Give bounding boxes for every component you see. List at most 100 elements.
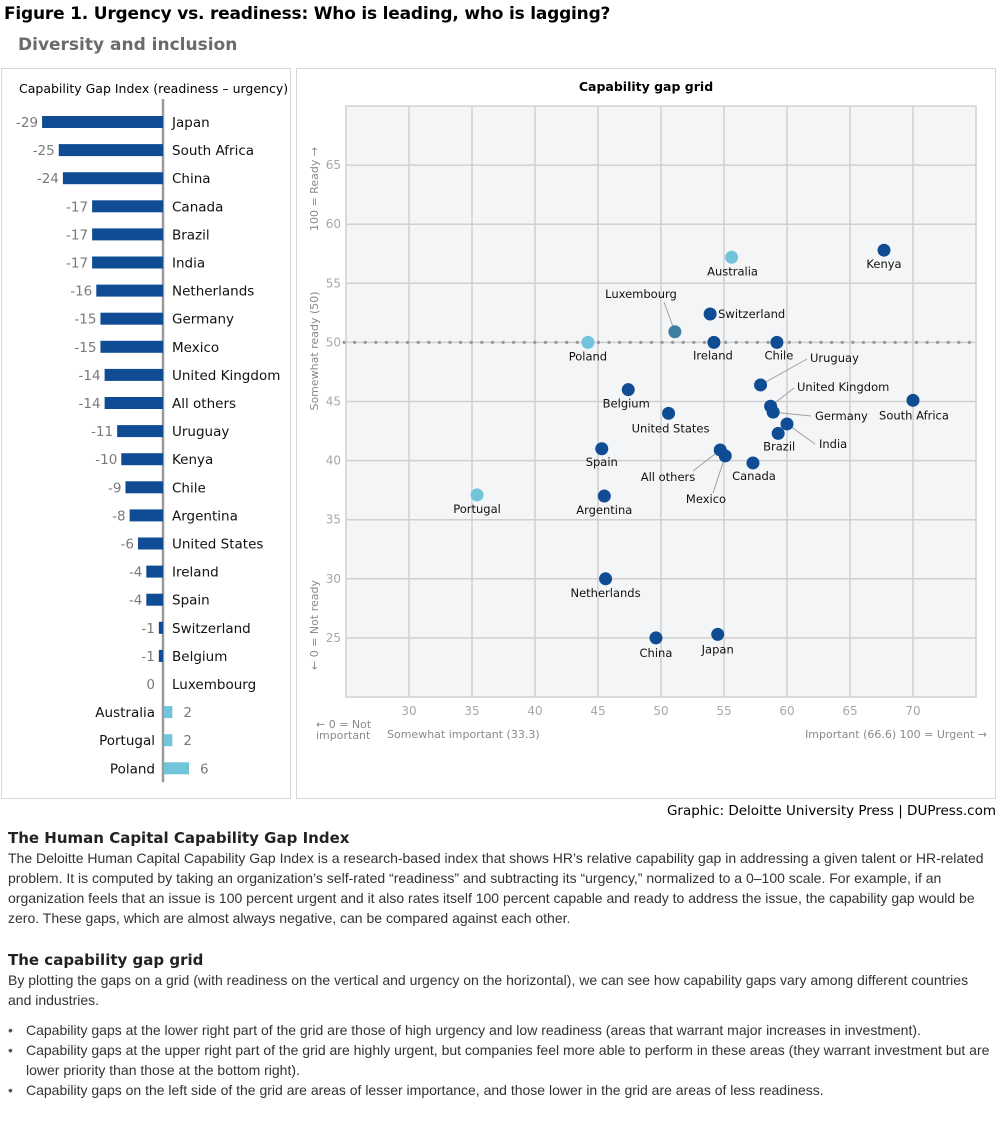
scatter-point-label: United Kingdom: [797, 380, 889, 394]
section-body: The Deloitte Human Capital Capability Ga…: [8, 850, 984, 926]
x-tick-label: 60: [779, 704, 794, 718]
bar: [96, 284, 163, 297]
bar: [58, 144, 163, 157]
bar-category-label: United Kingdom: [172, 368, 280, 384]
bullet-list: Capability gaps at the lower right part …: [8, 1020, 993, 1100]
scatter-point-group: Portugal: [453, 488, 501, 516]
scatter-point-label: Ireland: [693, 348, 733, 362]
bar-value-label: -15: [74, 312, 96, 328]
bar-value-label: -17: [66, 199, 88, 215]
x-axis-caption-right: Important (66.6) 100 = Urgent →: [805, 728, 987, 741]
x-tick-label: 55: [716, 704, 731, 718]
scatter-point-label: Portugal: [453, 502, 501, 516]
y-axis-caption-bottom: ← 0 = Not ready: [308, 580, 321, 670]
bar: [164, 706, 173, 719]
gap-index-explanation: The Human Capital Capability Gap Index T…: [8, 828, 993, 928]
scatter-point: [581, 335, 595, 349]
bar-category-label: India: [172, 256, 205, 272]
scatter-point-group: China: [640, 631, 672, 660]
bar-category-label: United States: [172, 537, 263, 553]
bar-value-label: -15: [74, 340, 96, 356]
scatter-point-group: Argentina: [576, 489, 632, 517]
bar-category-label: Germany: [172, 312, 234, 328]
bar-row: -6 United States: [121, 537, 264, 553]
scatter-point-label: Mexico: [686, 492, 726, 506]
bar: [121, 453, 163, 466]
bar: [164, 734, 173, 747]
scatter-point-label: Argentina: [576, 503, 632, 517]
scatter-point-label: Luxembourg: [605, 287, 677, 301]
section-heading: The Human Capital Capability Gap Index: [8, 829, 350, 847]
y-axis-caption-top: 100 = Ready →: [308, 147, 321, 231]
scatter-point-label: Switzerland: [718, 307, 785, 321]
bar: [104, 397, 163, 409]
bar-value-label: -17: [66, 256, 88, 272]
bar-row: -16 Netherlands: [70, 284, 254, 300]
x-axis-caption-mid: Somewhat important (33.3): [387, 728, 540, 741]
bar: [100, 312, 163, 325]
scatter-point: [877, 243, 891, 257]
scatter-point: [711, 627, 725, 641]
scatter-point: [707, 335, 721, 349]
bar-row: 6 Poland: [110, 761, 209, 777]
bar-category-label: Belgium: [172, 649, 227, 665]
scatter-point-group: Uruguay: [754, 351, 859, 392]
bar-value-label: -14: [79, 396, 101, 412]
bar-value-label: -6: [121, 537, 134, 553]
y-tick-label: 40: [326, 454, 341, 468]
y-tick-label: 65: [326, 158, 341, 172]
scatter-point: [470, 488, 484, 502]
scatter-point: [725, 250, 739, 264]
bar: [146, 565, 163, 578]
bar-row: 2 Portugal: [99, 733, 192, 749]
bar-row: -4 Ireland: [129, 565, 219, 581]
figure-subtitle: Diversity and inclusion: [18, 35, 238, 55]
scatter-point-group: Brazil: [763, 426, 795, 453]
figure-title: Figure 1. Urgency vs. readiness: Who is …: [4, 4, 611, 24]
scatter-point: [718, 449, 732, 463]
x-tick-label: 40: [527, 704, 542, 718]
bullet-item: Capability gaps at the upper right part …: [8, 1040, 993, 1080]
bar-row: 0 Luxembourg: [146, 677, 256, 693]
bar-category-label: Netherlands: [172, 284, 254, 300]
y-tick-label: 35: [326, 513, 341, 527]
bar-category-label: Uruguay: [172, 424, 229, 440]
scatter-point: [754, 378, 768, 392]
bar-value-label: 0: [146, 677, 155, 693]
capability-grid-panel: Capability gap grid 30 35 40 45 50 55 60 65 70 25…: [296, 68, 996, 799]
x-tick-label: 30: [401, 704, 416, 718]
bar-value-label: -25: [33, 143, 55, 159]
x-tick-label: 70: [905, 704, 920, 718]
bar-row: -24 China: [37, 171, 211, 187]
bar-value-label: -1: [141, 649, 154, 665]
scatter-point-label: Poland: [569, 349, 607, 363]
scatter-point: [621, 383, 635, 397]
bullet-item: Capability gaps at the lower right part …: [8, 1020, 993, 1040]
bar-row: -17 India: [66, 256, 205, 272]
scatter-point-label: Australia: [707, 264, 758, 278]
bar-row: 2 Australia: [95, 705, 192, 721]
graphic-credit: Graphic: Deloitte University Press | DUP…: [666, 803, 996, 819]
leader-line: [760, 358, 808, 386]
bar-category-label: Ireland: [172, 565, 219, 581]
bar-row: -1 Belgium: [141, 649, 227, 665]
scatter-point: [595, 442, 609, 456]
bar-category-label: South Africa: [172, 143, 254, 159]
bar-value-label: -8: [112, 508, 125, 524]
y-tick-label: 60: [326, 217, 341, 231]
scatter-point-label: Kenya: [866, 257, 901, 271]
bar-category-label: All others: [172, 396, 236, 412]
scatter-point-group: All others: [641, 443, 727, 484]
x-axis-caption-left-2: important: [316, 729, 371, 742]
scatter-point-group: Canada: [732, 456, 776, 483]
bar-category-label: China: [172, 171, 211, 187]
bar-row: -17 Brazil: [66, 227, 210, 243]
bar: [100, 340, 163, 353]
gap-grid-explanation: The capability gap grid By plotting the …: [8, 950, 993, 1100]
bar-value-label: -24: [37, 171, 59, 187]
scatter-point-group: Chile: [765, 335, 793, 362]
x-axis-caption-left: ← 0 = Not: [316, 718, 372, 731]
bar-category-label: Japan: [171, 115, 210, 131]
scatter-point: [597, 489, 611, 503]
scatter-point-label: Japan: [701, 642, 734, 656]
